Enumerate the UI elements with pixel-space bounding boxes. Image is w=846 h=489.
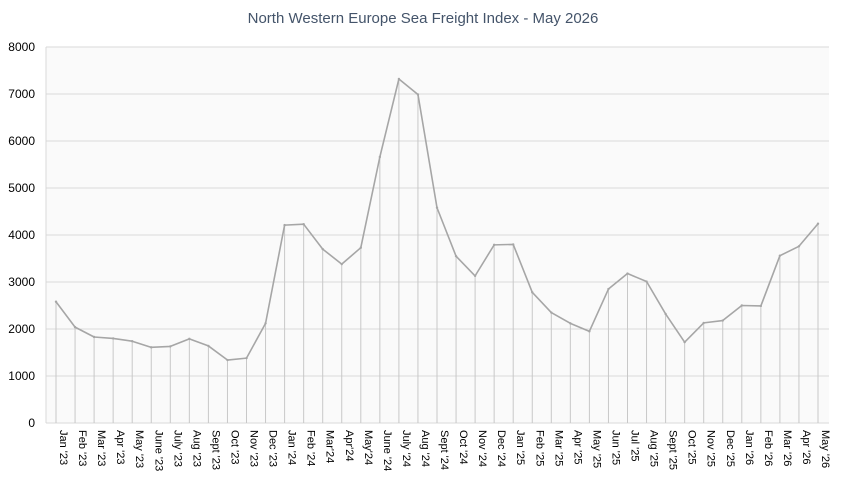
drop-lines [55, 78, 819, 423]
x-tick-label: Oct '23 [228, 430, 240, 465]
data-point [740, 304, 743, 307]
data-point [492, 243, 496, 247]
x-tick-label: May '23 [133, 430, 145, 468]
data-point [54, 300, 58, 303]
x-tick-label: Jan '23 [57, 430, 69, 465]
data-point [111, 337, 115, 340]
x-tick-label: Sept '23 [209, 430, 221, 470]
x-tick-label: Dec '25 [724, 430, 736, 467]
data-point [664, 312, 667, 316]
x-tick-label: Jan '26 [743, 430, 755, 465]
x-tick-label: Sept '24 [438, 430, 450, 470]
data-point [454, 254, 458, 258]
x-tick-label: Apr '25 [571, 430, 583, 465]
x-tick-label: Feb '26 [762, 430, 774, 466]
y-tick-label: 4000 [8, 228, 35, 242]
data-point [816, 222, 820, 225]
data-point [435, 206, 439, 209]
data-point [645, 280, 648, 283]
data-point [283, 223, 286, 227]
x-tick-label: Jul '25 [629, 430, 641, 461]
data-point [188, 337, 191, 341]
x-tick-label: Jan '24 [286, 430, 298, 465]
x-tick-label: Nov '23 [248, 430, 260, 467]
y-tick-label: 0 [28, 416, 35, 430]
data-point [207, 344, 210, 348]
data-point [378, 155, 382, 159]
x-tick-label: Dec '23 [267, 430, 279, 467]
x-tick-label: Aug '24 [419, 430, 431, 467]
y-tick-label: 1000 [8, 369, 35, 383]
x-tick-label: July '23 [171, 430, 183, 467]
x-tick-label: Mar'24 [324, 430, 336, 463]
x-tick-label: Jan '25 [514, 430, 526, 465]
y-tick-label: 6000 [8, 134, 35, 148]
x-tick-label: May '25 [590, 430, 602, 468]
data-point [92, 335, 96, 339]
data-point [778, 254, 782, 257]
data-point [550, 311, 553, 314]
x-tick-label: Feb '24 [305, 430, 317, 466]
x-tick-label: July '24 [400, 430, 412, 467]
data-point [759, 304, 763, 308]
data-point [721, 319, 724, 322]
x-tick-label: Mar '23 [95, 430, 107, 466]
x-tick-label: Sept '25 [667, 430, 679, 470]
data-point [226, 358, 229, 362]
y-tick-label: 5000 [8, 181, 35, 195]
data-point [683, 340, 686, 344]
x-tick-label: Apr '26 [800, 430, 812, 465]
data-point [131, 340, 134, 343]
data-point [702, 321, 705, 325]
data-point [359, 246, 362, 249]
x-tick-label: Aug '25 [648, 430, 660, 467]
x-tick-label: June '24 [381, 430, 393, 471]
x-tick-label: May '26 [819, 430, 831, 468]
y-tick-label: 3000 [8, 275, 35, 289]
data-point [416, 93, 420, 96]
x-axis: Jan '23 Feb '23 Mar '23 Apr '23 May '23 June … [57, 430, 831, 471]
data-point [569, 322, 572, 325]
data-point [302, 222, 305, 226]
data-point [531, 291, 534, 294]
x-tick-label: Oct '24 [457, 430, 469, 465]
x-tick-label: Mar '25 [552, 430, 564, 466]
y-axis: 0 1000 2000 3000 4000 5000 6000 7000 8000 [8, 40, 47, 430]
data-point [245, 356, 248, 360]
data-point [797, 245, 801, 248]
y-tick-label: 7000 [8, 87, 35, 101]
x-tick-label: Feb '23 [76, 430, 88, 466]
data-point [473, 274, 477, 278]
x-tick-label: Jun '25 [609, 430, 621, 465]
data-point [169, 345, 172, 348]
data-point [512, 243, 515, 246]
chart-title: North Western Europe Sea Freight Index -… [247, 10, 599, 27]
x-tick-label: June '23 [152, 430, 164, 471]
x-tick-label: Apr'24 [343, 430, 355, 461]
x-tick-label: Nov '24 [476, 430, 488, 467]
x-tick-label: Mar '26 [781, 430, 793, 466]
y-tick-label: 2000 [8, 322, 35, 336]
x-tick-label: May'24 [362, 430, 374, 465]
data-point [321, 247, 324, 251]
x-tick-label: Oct '25 [686, 430, 698, 465]
x-tick-label: Apr '23 [114, 430, 126, 465]
data-point [73, 325, 77, 329]
data-point [588, 330, 591, 333]
data-point [626, 272, 629, 275]
x-tick-label: Aug '23 [190, 430, 202, 467]
x-tick-label: Feb '25 [533, 430, 545, 466]
data-point [397, 77, 401, 81]
data-point [150, 346, 153, 349]
x-tick-label: Nov '25 [705, 430, 717, 467]
data-point [264, 322, 267, 325]
y-tick-label: 8000 [8, 40, 35, 54]
x-tick-label: Dec '24 [495, 430, 507, 467]
data-point [340, 262, 343, 266]
data-points [54, 77, 820, 362]
data-point [607, 287, 610, 291]
